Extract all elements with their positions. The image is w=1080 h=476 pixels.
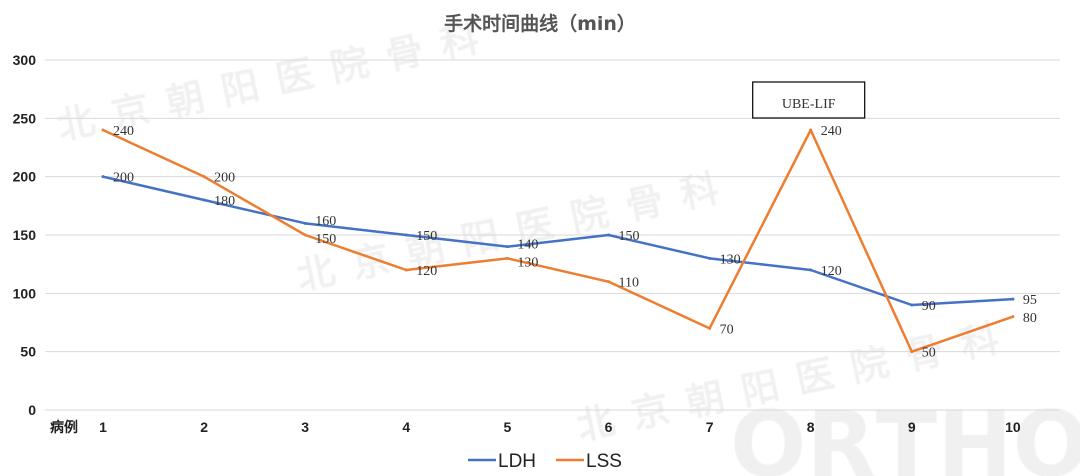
- annotation-label: UBE-LIF: [782, 97, 836, 112]
- legend-label: LSS: [586, 451, 622, 472]
- data-point: [1011, 297, 1015, 301]
- data-point: [505, 256, 509, 260]
- x-tick-label: 8: [807, 419, 815, 435]
- x-tick-label: 6: [605, 419, 613, 435]
- data-point: [101, 128, 105, 132]
- data-label: 120: [416, 264, 437, 279]
- y-tick-label: 100: [13, 285, 37, 301]
- y-tick-label: 250: [13, 110, 37, 126]
- data-point: [708, 326, 712, 330]
- x-tick-label: 7: [706, 419, 714, 435]
- data-label: 200: [113, 171, 134, 186]
- data-point: [404, 268, 408, 272]
- x-tick-label: 1: [99, 419, 107, 435]
- data-point: [607, 233, 610, 237]
- data-label: 130: [720, 252, 741, 267]
- data-point: [404, 233, 408, 237]
- x-tick-label: 10: [1005, 419, 1021, 435]
- data-point: [202, 175, 206, 179]
- data-label: 240: [113, 124, 134, 139]
- data-point: [809, 268, 813, 272]
- x-tick-label: 5: [504, 419, 512, 435]
- data-label: 200: [214, 171, 235, 186]
- data-label: 130: [517, 256, 538, 271]
- data-label: 110: [619, 276, 639, 291]
- series-line-ldh: [102, 175, 1013, 307]
- data-point: [202, 198, 206, 202]
- data-label: 240: [821, 124, 842, 139]
- data-point: [303, 221, 307, 225]
- y-tick-label: 50: [20, 344, 36, 360]
- annotation-box: [752, 81, 866, 119]
- data-label: 70: [720, 322, 734, 337]
- data-label: 150: [315, 232, 336, 247]
- legend-label: LDH: [498, 451, 536, 472]
- data-label: 80: [1023, 311, 1037, 326]
- data-point: [910, 303, 914, 307]
- data-label: 150: [619, 229, 640, 244]
- data-label: 120: [821, 264, 842, 279]
- y-tick-label: 200: [13, 169, 37, 185]
- x-tick-label: 2: [200, 419, 208, 435]
- data-point: [708, 256, 712, 260]
- data-label: 160: [315, 214, 336, 229]
- data-label: 95: [1023, 293, 1037, 308]
- data-point: [607, 280, 610, 284]
- data-label: 90: [922, 299, 936, 314]
- data-label: 150: [416, 229, 437, 244]
- data-label: 140: [517, 238, 538, 253]
- data-point: [505, 245, 509, 249]
- x-tick-label: 9: [908, 419, 916, 435]
- data-label: 180: [214, 194, 235, 209]
- y-tick-label: 0: [28, 402, 36, 418]
- y-tick-label: 150: [13, 227, 37, 243]
- data-point: [809, 128, 813, 132]
- x-axis-label: 病例: [50, 419, 78, 435]
- y-tick-label: 300: [13, 52, 37, 68]
- chart-title: 手术时间曲线（min）: [444, 12, 636, 35]
- data-label: 50: [922, 346, 936, 361]
- data-point: [1011, 315, 1015, 319]
- data-point: [910, 350, 914, 354]
- x-tick-label: 3: [301, 419, 309, 435]
- data-point: [303, 233, 307, 237]
- x-tick-label: 4: [402, 419, 410, 435]
- data-point: [101, 175, 105, 179]
- series-line-lss: [102, 128, 1014, 353]
